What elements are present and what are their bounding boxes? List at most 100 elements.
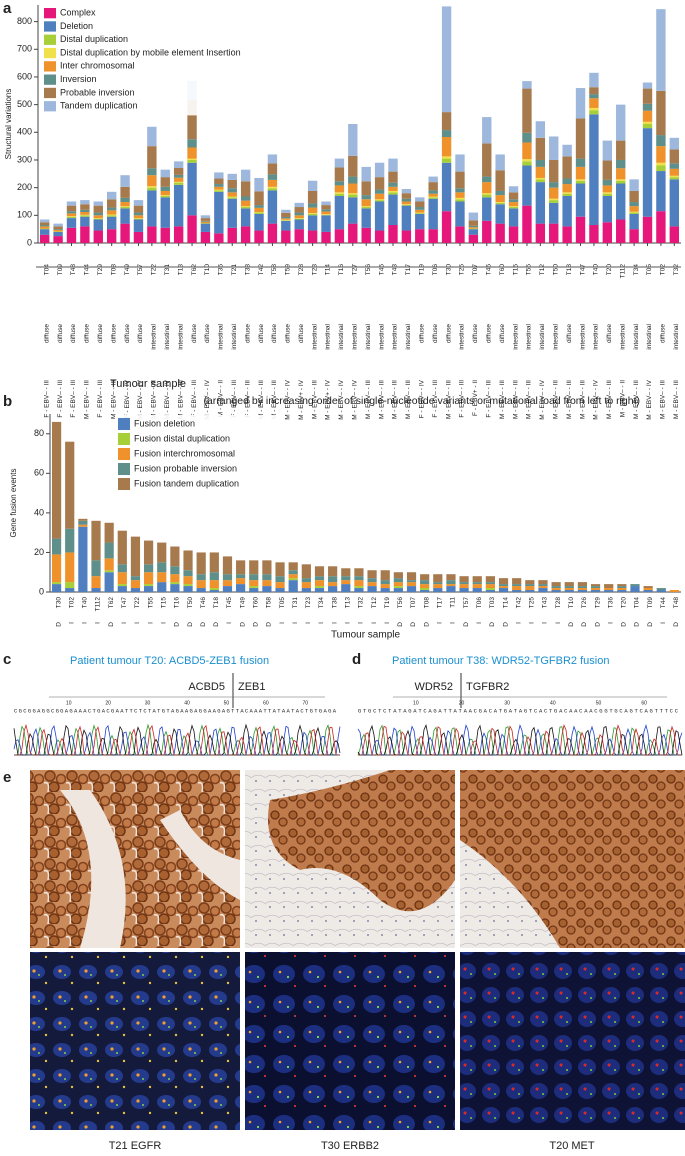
bar-segment <box>200 231 211 243</box>
bar-segment <box>130 588 141 592</box>
bar-segment <box>53 229 63 230</box>
bar-segment <box>307 190 318 204</box>
bar-segment <box>240 200 251 207</box>
bar-segment <box>522 159 532 162</box>
bar-segment <box>367 570 377 579</box>
bar-segment <box>236 574 246 579</box>
bar-segment <box>209 572 219 581</box>
bar-segment <box>446 584 456 587</box>
bar-segment <box>267 174 278 180</box>
bar-segment <box>538 580 548 585</box>
histology-label: diffuse <box>660 324 667 343</box>
bar-segment <box>495 195 505 203</box>
bar-segment <box>183 550 193 571</box>
bar-segment <box>66 218 77 228</box>
bar-segment <box>589 87 599 95</box>
bar-segment <box>348 193 358 195</box>
bar-segment <box>106 191 117 200</box>
legend-swatch <box>44 8 56 19</box>
bar-segment <box>629 206 639 212</box>
bar-segment <box>240 207 251 209</box>
bar-segment <box>281 219 291 221</box>
bar-segment <box>348 197 358 224</box>
bar-segment <box>348 124 358 156</box>
group-label: M - EBV– - IV <box>137 379 144 419</box>
bar-segment <box>643 590 653 592</box>
bar-segment <box>535 137 546 160</box>
bar-segment <box>93 212 103 216</box>
histology-label: intestinal <box>218 323 225 349</box>
bar-segment <box>562 195 572 227</box>
bar-segment <box>512 586 522 591</box>
group-label: M - EBV– - II <box>619 380 626 417</box>
bar-segment <box>66 216 77 219</box>
bar-segment <box>562 184 572 193</box>
bar-segment <box>495 190 505 196</box>
bar-segment <box>575 216 586 243</box>
bar-segment <box>374 189 385 194</box>
bar-segment <box>301 582 311 589</box>
x-tick-label: T30 <box>55 597 62 609</box>
bar-segment <box>602 195 613 223</box>
x-tick-label: T17 <box>405 264 412 276</box>
bar-segment <box>512 578 522 585</box>
bar-segment <box>459 576 469 583</box>
bar-segment <box>508 207 519 209</box>
bar-segment <box>170 582 180 585</box>
bar-segment <box>133 218 144 220</box>
x-tick-label: T47 <box>121 597 128 609</box>
x-tick-label: T47 <box>579 264 586 276</box>
bar-segment <box>170 574 180 583</box>
bar-segment <box>173 177 184 182</box>
bar-segment <box>187 215 197 243</box>
bar-segment <box>415 229 425 243</box>
x-tick-label: T29 <box>97 264 104 276</box>
bar-segment <box>420 574 430 581</box>
bar-segment <box>334 167 345 182</box>
bar-segment <box>401 201 412 205</box>
bar-segment <box>642 121 653 124</box>
sequence: GTGCTCTATAGATCAGATTATAACGACATGATAGTCACTG… <box>358 707 679 714</box>
group-label: F - EBV+ - II <box>472 380 479 416</box>
chromatogram-title: Patient tumour T20: ACBD5-ZEB1 fusion <box>70 655 269 667</box>
bar-segment <box>656 590 666 592</box>
bar-segment <box>669 175 679 178</box>
bar-segment <box>575 180 586 184</box>
bar-segment <box>428 182 438 191</box>
histology-label: diffuse <box>70 324 77 343</box>
bar-segment <box>214 172 224 179</box>
bar-segment <box>294 212 304 216</box>
bar-segment <box>91 576 101 589</box>
x-tick-label: T36 <box>607 597 614 609</box>
bar-segment <box>183 584 193 587</box>
bar-segment <box>254 230 264 243</box>
x-tick-label: T26 <box>581 597 588 609</box>
x-tick-label: T25 <box>529 597 536 609</box>
bar-segment <box>508 186 519 193</box>
bar-segment <box>669 179 679 227</box>
bar-segment <box>482 182 492 194</box>
group-label: M - EBV– - III <box>177 380 184 419</box>
bar-segment <box>590 584 601 587</box>
bar-segment <box>334 181 345 186</box>
x-tick-label: T112 <box>619 264 626 279</box>
bar-segment <box>334 193 345 196</box>
bar-segment <box>267 190 278 224</box>
histology-label: diffuse <box>137 324 144 343</box>
bar-segment <box>143 564 154 573</box>
bar-segment <box>53 236 63 243</box>
bar-segment <box>401 189 412 194</box>
histology-label: I <box>450 622 457 624</box>
bar-segment <box>575 88 586 119</box>
group-label: M - EBV– - III <box>633 380 640 419</box>
bar-segment <box>656 90 666 136</box>
x-tick-label: T06 <box>476 597 483 609</box>
x-tick-label: T21 <box>231 264 238 276</box>
x-tick-label: T20 <box>621 597 628 609</box>
bar-segment <box>196 580 206 589</box>
x-tick-label: T44 <box>660 597 667 609</box>
x-tick-label: T13 <box>345 597 352 609</box>
bar-segment <box>406 586 417 592</box>
bar-segment <box>428 190 438 194</box>
bar-segment <box>117 564 127 573</box>
